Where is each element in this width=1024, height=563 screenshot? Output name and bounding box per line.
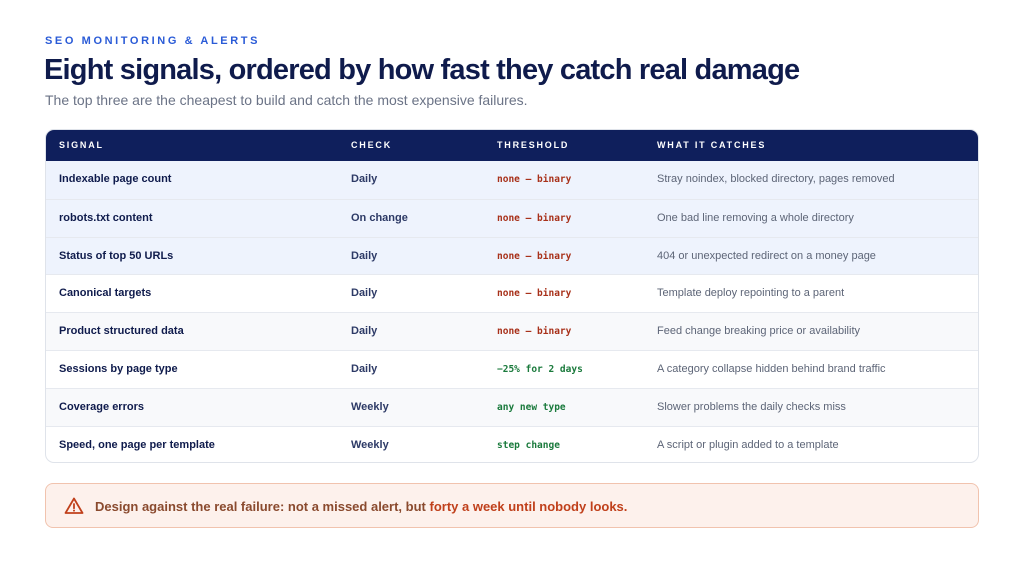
column-header-threshold: THRESHOLD xyxy=(497,140,570,150)
eyebrow-label: SEO MONITORING & ALERTS xyxy=(45,35,261,47)
column-header-check: CHECK xyxy=(351,140,393,150)
page-subtitle: The top three are the cheapest to build … xyxy=(45,92,528,108)
cell-check: Weekly xyxy=(351,438,389,451)
table-row: Indexable page count Daily none — binary… xyxy=(46,161,978,199)
cell-threshold: none — binary xyxy=(497,212,572,224)
cell-catches: 404 or unexpected redirect on a money pa… xyxy=(657,249,876,262)
cell-signal: robots.txt content xyxy=(59,211,153,224)
cell-threshold: any new type xyxy=(497,401,566,413)
cell-threshold: none — binary xyxy=(497,326,572,338)
cell-threshold: none — binary xyxy=(497,288,572,300)
cell-threshold: −25% for 2 days xyxy=(497,363,583,375)
table-row: Speed, one page per template Weekly step… xyxy=(46,425,978,462)
table-row: Product structured data Daily none — bin… xyxy=(46,312,978,350)
callout-text-lead: Design against the real failure: not a m… xyxy=(95,499,430,514)
cell-catches: Template deploy repointing to a parent xyxy=(657,287,845,300)
cell-catches: Slower problems the daily checks miss xyxy=(657,400,846,413)
cell-check: Daily xyxy=(351,173,378,185)
page-title: Eight signals, ordered by how fast they … xyxy=(44,54,800,86)
table-row: Sessions by page type Daily −25% for 2 d… xyxy=(46,349,978,388)
cell-catches: A script or plugin added to a template xyxy=(657,438,839,451)
cell-check: On change xyxy=(351,211,408,224)
table-row: Coverage errors Weekly any new type Slow… xyxy=(46,387,978,426)
table-row: robots.txt content On change none — bina… xyxy=(46,198,978,237)
cell-signal: Coverage errors xyxy=(59,400,144,413)
column-header-signal: SIGNAL xyxy=(59,140,104,150)
cell-check: Daily xyxy=(351,249,378,262)
callout-text-emphasis: forty a week until nobody looks. xyxy=(429,499,628,514)
cell-signal: Product structured data xyxy=(59,325,184,338)
cell-threshold: none — binary xyxy=(497,174,572,185)
cell-catches: Stray noindex, blocked directory, pages … xyxy=(657,173,895,185)
signals-table: SIGNAL CHECK THRESHOLD WHAT IT CATCHES I… xyxy=(45,129,979,463)
cell-check: Daily xyxy=(351,287,378,300)
warning-callout: Design against the real failure: not a m… xyxy=(45,483,979,528)
cell-check: Weekly xyxy=(351,400,389,413)
cell-signal: Canonical targets xyxy=(59,287,152,300)
cell-signal: Indexable page count xyxy=(59,173,172,185)
cell-catches: Feed change breaking price or availabili… xyxy=(657,325,861,338)
callout-text: Design against the real failure: not a m… xyxy=(95,484,627,529)
table-row: Status of top 50 URLs Daily none — binar… xyxy=(46,236,978,275)
cell-catches: One bad line removing a whole directory xyxy=(657,211,854,224)
cell-signal: Sessions by page type xyxy=(59,362,178,375)
warning-triangle-icon xyxy=(64,496,84,516)
cell-check: Daily xyxy=(351,362,378,375)
table-row: Canonical targets Daily none — binary Te… xyxy=(46,274,978,312)
cell-threshold: none — binary xyxy=(497,250,572,262)
table-body: Indexable page count Daily none — binary… xyxy=(46,161,978,462)
table-header: SIGNAL CHECK THRESHOLD WHAT IT CATCHES xyxy=(46,130,978,161)
cell-check: Daily xyxy=(351,325,378,338)
column-header-catches: WHAT IT CATCHES xyxy=(657,140,767,150)
cell-signal: Status of top 50 URLs xyxy=(59,249,174,262)
cell-catches: A category collapse hidden behind brand … xyxy=(657,362,886,375)
cell-threshold: step change xyxy=(497,439,560,451)
cell-signal: Speed, one page per template xyxy=(59,438,215,451)
